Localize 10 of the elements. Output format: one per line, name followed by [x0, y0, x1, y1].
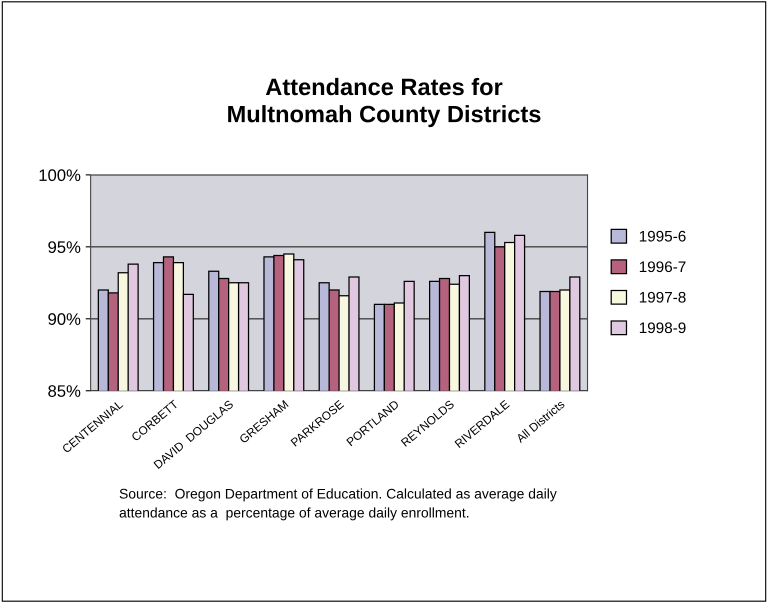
y-tick-label: 95% — [48, 241, 80, 254]
chart-title: Attendance Rates for Multnomah County Districts — [228, 78, 540, 128]
legend-label: 1998-9 — [640, 322, 686, 334]
y-tick-label: 85% — [48, 385, 80, 397]
y-tick-label: 100% — [40, 169, 80, 182]
legend-label: 1997-8 — [640, 292, 686, 303]
legend-label: 1996-7 — [640, 261, 686, 272]
legend-label: 1995-6 — [640, 230, 686, 242]
y-tick-label: 90% — [48, 313, 80, 325]
source-note: Source: Oregon Department of Education. Calculated as average daily attendance as a percentage of average daily enrollment. — [120, 488, 557, 520]
